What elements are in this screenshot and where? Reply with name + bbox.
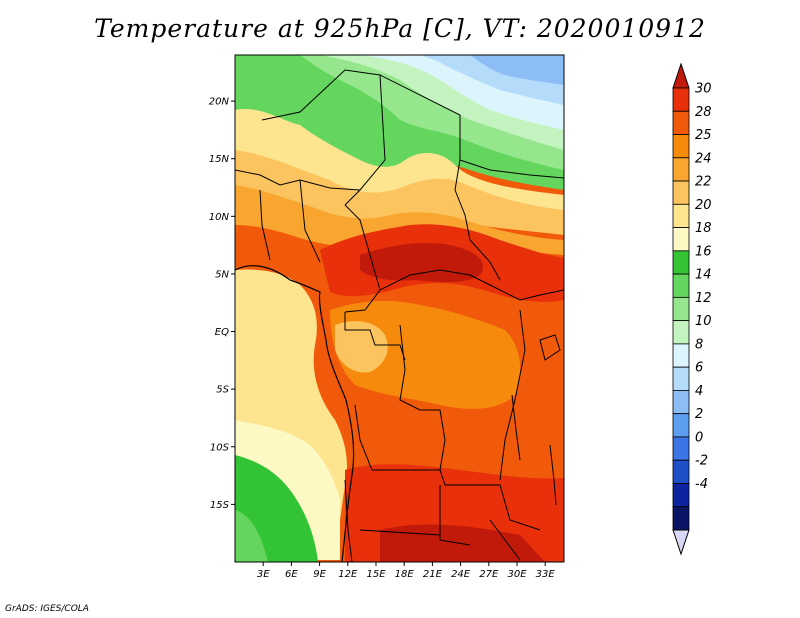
colorbar-label: 25 (695, 128, 712, 143)
colorbar-label: 18 (695, 221, 712, 236)
x-tick-label: 21E (423, 569, 443, 580)
colorbar-segment (672, 459, 690, 484)
colorbar-segment (672, 250, 690, 275)
y-tick-label: EQ (215, 327, 229, 338)
x-tick-label: 33E (536, 569, 556, 580)
country-borders (235, 69, 564, 562)
x-tick-label: 27E (479, 569, 499, 580)
colorbar-label: -2 (695, 454, 708, 469)
colorbar-bottom-arrow (672, 529, 690, 556)
colorbar-segment (672, 87, 690, 112)
x-tick-label: 3E (257, 569, 270, 580)
lake-victoria (539, 334, 561, 361)
x-tick-label: 9E (313, 569, 326, 580)
temperature-field (235, 55, 564, 562)
colorbar-segment (672, 483, 690, 508)
colorbar-segment (672, 110, 690, 135)
y-tick-label: 15N (209, 154, 230, 165)
y-tick-label: 15S (210, 500, 230, 511)
colorbar-label: 24 (695, 151, 712, 166)
colorbar-segment (672, 134, 690, 159)
x-tick-label: 15E (366, 569, 386, 580)
colorbar-label: 28 (695, 105, 712, 120)
colorbar-label: 16 (695, 244, 712, 259)
y-tick-label: 10N (209, 212, 230, 223)
field-west-lightgreen (235, 510, 268, 562)
colorbar-label: 20 (695, 198, 712, 213)
colorbar-label: 0 (695, 430, 703, 445)
colorbar-label: 14 (695, 268, 712, 283)
colorbar-label: -4 (695, 477, 708, 492)
y-tick-label: 5S (216, 385, 229, 396)
colorbar-label: 2 (695, 407, 703, 422)
y-tick-label: 5N (215, 269, 229, 280)
colorbar-segment (672, 203, 690, 228)
y-tick-label: 10S (210, 442, 230, 453)
x-tick-label: 24E (451, 569, 471, 580)
map-frame (234, 54, 565, 563)
colorbar-label: 30 (695, 82, 712, 97)
x-tick-label: 18E (395, 569, 415, 580)
lake-tanganyika (511, 394, 521, 461)
lake-malawi (549, 444, 557, 506)
colorbar-segment (672, 506, 690, 531)
colorbar-label: 8 (695, 337, 703, 352)
field-north-blue2 (470, 55, 564, 85)
colorbar-segment (672, 436, 690, 461)
colorbar-label: 12 (695, 291, 712, 306)
colorbar-segment (672, 227, 690, 252)
x-tick-label: 30E (507, 569, 527, 580)
colorbar-top-arrow (672, 62, 690, 89)
colorbar-label: 6 (695, 361, 703, 376)
x-tick-label: 12E (338, 569, 358, 580)
colorbar-segment (672, 320, 690, 345)
colorbar-segment (672, 273, 690, 298)
colorbar-segment (672, 343, 690, 368)
map-title: Temperature at 925hPa [C], VT: 202001091… (94, 14, 706, 43)
grads-credit: GrADS: IGES/COLA (5, 604, 89, 614)
colorbar-segment (672, 180, 690, 205)
colorbar-label: 22 (695, 175, 712, 190)
colorbar-label: 4 (695, 384, 703, 399)
field-congo-lightorange (335, 321, 388, 373)
colorbar-segment (672, 157, 690, 182)
y-tick-label: 20N (209, 97, 230, 108)
colorbar-segment (672, 296, 690, 322)
x-tick-label: 6E (285, 569, 298, 580)
coastline (234, 265, 355, 563)
colorbar-label: 10 (695, 314, 712, 329)
y-axis-ticks: 20N 15N 10N 5N EQ 5S 10S 15S (209, 97, 235, 511)
colorbar-segment (672, 413, 690, 438)
colorbar-segment (672, 366, 690, 391)
colorbar-segment (672, 390, 690, 415)
x-axis-ticks: 3E 6E 9E 12E 15E 18E 21E 24E 27E 30E 33E (257, 562, 556, 580)
